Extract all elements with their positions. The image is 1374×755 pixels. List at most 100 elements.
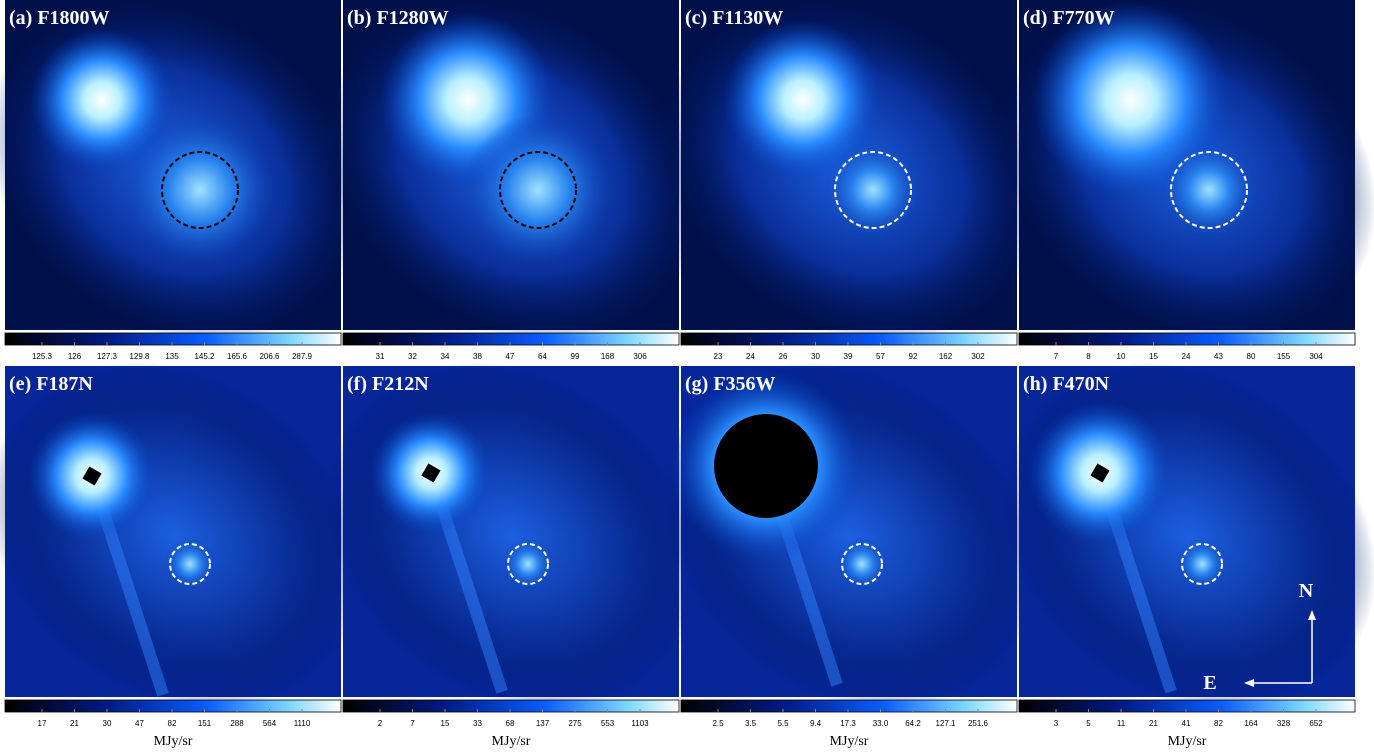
colorbar-tick-label: 3 — [1054, 719, 1059, 728]
unit-label: MJy/sr — [1168, 734, 1207, 749]
colorbar — [681, 333, 1017, 345]
panel-label: (f) F212N — [347, 373, 429, 395]
colorbar-tick-label: 125.3 — [32, 352, 53, 361]
colorbar-tick-label: 306 — [633, 352, 647, 361]
unit-label: MJy/sr — [492, 734, 531, 749]
colorbar-tick-label: 652 — [1309, 719, 1323, 728]
colorbar-tick-label: 64 — [538, 352, 547, 361]
colorbar-tick-label: 17 — [38, 719, 47, 728]
colorbar-tick-label: 145.2 — [194, 352, 215, 361]
colorbar-tick-label: 162 — [939, 352, 953, 361]
colorbar-tick-label: 126 — [68, 352, 82, 361]
colorbar-tick-label: 80 — [1247, 352, 1256, 361]
colorbar-tick-label: 164 — [1244, 719, 1258, 728]
colorbar-tick-label: 21 — [1149, 719, 1158, 728]
colorbar-tick-label: 9.4 — [810, 719, 822, 728]
panel-label: (a) F1800W — [9, 7, 110, 29]
colorbar-tick-label: 43 — [1214, 352, 1223, 361]
unit-label: MJy/sr — [830, 734, 869, 749]
companion — [462, 114, 614, 266]
colorbar-tick-label: 137 — [536, 719, 550, 728]
colorbar-tick-label: 31 — [376, 352, 385, 361]
colorbar-tick-label: 30 — [811, 352, 820, 361]
colorbar-tick-label: 1110 — [294, 719, 311, 728]
companion — [502, 538, 554, 590]
colorbar — [343, 333, 679, 345]
colorbar-tick-label: 26 — [779, 352, 788, 361]
colorbar-tick-label: 41 — [1182, 719, 1191, 728]
colorbar-tick-label: 275 — [568, 719, 582, 728]
colorbar-tick-label: 99 — [571, 352, 580, 361]
colorbar-tick-label: 24 — [746, 352, 755, 361]
colorbar-tick-label: 165.6 — [227, 352, 248, 361]
colorbar-tick-label: 7 — [410, 719, 415, 728]
colorbar-tick-label: 33.0 — [873, 719, 889, 728]
colorbar-tick-label: 92 — [909, 352, 918, 361]
colorbar-tick-label: 2.5 — [712, 719, 724, 728]
colorbar-tick-label: 127.1 — [935, 719, 956, 728]
companion — [124, 114, 276, 266]
colorbar-tick-label: 15 — [1149, 352, 1158, 361]
colorbar-tick-label: 206.6 — [259, 352, 280, 361]
colorbar-tick-label: 68 — [506, 719, 515, 728]
colorbar-tick-label: 129.8 — [129, 352, 150, 361]
east-label: E — [1203, 672, 1216, 694]
colorbar-tick-label: 15 — [441, 719, 450, 728]
colorbar-tick-label: 2 — [378, 719, 383, 728]
colorbar-tick-label: 127.3 — [97, 352, 118, 361]
colorbar-tick-label: 553 — [601, 719, 615, 728]
colorbar — [343, 700, 679, 712]
colorbar-tick-label: 155 — [1277, 352, 1291, 361]
colorbar-tick-label: 288 — [230, 719, 244, 728]
companion — [164, 538, 216, 590]
colorbar — [5, 700, 341, 712]
colorbar-tick-label: 38 — [473, 352, 482, 361]
colorbar — [1019, 700, 1355, 712]
colorbar-tick-label: 304 — [1309, 352, 1323, 361]
colorbar-tick-label: 32 — [408, 352, 417, 361]
colorbar-tick-label: 1103 — [631, 719, 649, 728]
panel-label: (g) F356W — [685, 373, 776, 395]
panel-label: (d) F770W — [1023, 7, 1115, 29]
panel-label: (e) F187N — [9, 373, 93, 395]
companion — [1160, 141, 1259, 240]
colorbar-tick-label: 5 — [1086, 719, 1091, 728]
north-label: N — [1299, 580, 1314, 602]
colorbar-tick-label: 21 — [70, 719, 79, 728]
colorbar-tick-label: 30 — [103, 719, 112, 728]
colorbar-tick-label: 33 — [473, 719, 482, 728]
colorbar-tick-label: 302 — [971, 352, 985, 361]
panel-label: (h) F470N — [1023, 373, 1110, 395]
colorbar-tick-label: 10 — [1117, 352, 1126, 361]
colorbar-tick-label: 47 — [135, 719, 144, 728]
colorbar-tick-label: 47 — [506, 352, 515, 361]
colorbar-tick-label: 39 — [844, 352, 853, 361]
figure: (a) F1800W125.3126127.3129.8135145.2165.… — [0, 0, 1374, 750]
colorbar-tick-label: 328 — [1277, 719, 1291, 728]
colorbar-tick-label: 64.2 — [905, 719, 921, 728]
colorbar-tick-label: 564 — [263, 719, 277, 728]
panel-label: (b) F1280W — [347, 7, 449, 29]
colorbar-tick-label: 5.5 — [777, 719, 789, 728]
colorbar-tick-label: 7 — [1054, 352, 1059, 361]
colorbar-tick-label: 57 — [876, 352, 885, 361]
colorbar-tick-label: 287.9 — [292, 352, 313, 361]
colorbar-tick-label: 24 — [1182, 352, 1191, 361]
unit-label: MJy/sr — [154, 734, 193, 749]
colorbar-tick-label: 34 — [441, 352, 450, 361]
colorbar-tick-label: 11 — [1117, 719, 1126, 728]
colorbar-tick-label: 8 — [1086, 352, 1091, 361]
colorbar-tick-label: 3.5 — [745, 719, 757, 728]
companion — [1176, 538, 1228, 590]
colorbar — [681, 700, 1017, 712]
colorbar — [5, 333, 341, 345]
colorbar-tick-label: 82 — [168, 719, 177, 728]
colorbar-tick-label: 17.3 — [840, 719, 856, 728]
colorbar-tick-label: 23 — [714, 352, 723, 361]
colorbar-tick-label: 168 — [601, 352, 615, 361]
companion — [824, 141, 923, 240]
companion — [836, 538, 888, 590]
colorbar — [1019, 333, 1355, 345]
colorbar-tick-label: 251.6 — [968, 719, 989, 728]
panel-label: (c) F1130W — [685, 7, 783, 29]
